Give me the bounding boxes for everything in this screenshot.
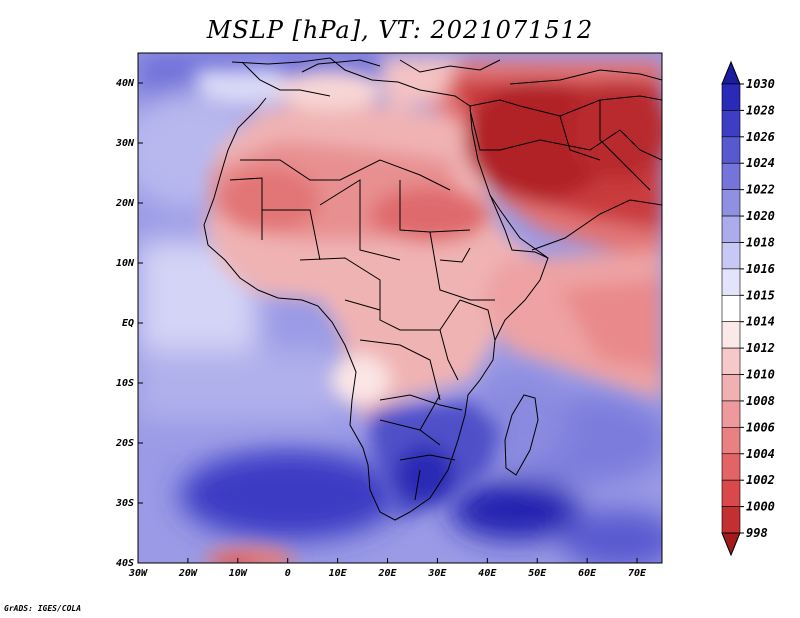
colorbar-swatch xyxy=(721,506,741,534)
lon-tick-label: 30E xyxy=(427,568,447,579)
colorbar-swatch xyxy=(721,242,741,270)
colorbar-label: 1004 xyxy=(746,447,775,461)
longitude-axis: 30W 20W 10W 0 10E 20E 30E 40E 50E 60E 70E xyxy=(128,558,647,579)
colorbar-swatch xyxy=(721,321,741,349)
colorbar-swatch xyxy=(721,374,741,402)
lat-tick-label: EQ xyxy=(122,318,134,329)
colorbar: 998 1000 1002 1004 1006 1008 1010 1012 1014 1015 1… xyxy=(721,60,775,557)
lat-tick-label: 10N xyxy=(116,258,135,269)
colorbar-label: 1008 xyxy=(746,394,775,408)
coastlines xyxy=(203,57,662,521)
colorbar-swatch xyxy=(721,83,741,111)
colorbar-label: 998 xyxy=(746,526,768,540)
colorbar-swatch xyxy=(721,427,741,455)
colorbar-label: 1018 xyxy=(746,235,775,249)
colorbar-label: 1028 xyxy=(746,103,775,117)
lon-tick-label: 10E xyxy=(329,568,348,579)
latitude-axis: 40N 30N 20N 10N EQ 10S 20S 30S 40S xyxy=(115,78,143,569)
lon-tick-label: 60E xyxy=(578,568,597,579)
colorbar-swatch xyxy=(721,215,741,243)
lat-tick-label: 40N xyxy=(116,78,135,89)
colorbar-label: 1000 xyxy=(746,500,775,514)
colorbar-swatch xyxy=(721,294,741,323)
colorbar-swatch xyxy=(721,136,741,164)
colorbar-label: 1014 xyxy=(746,315,775,329)
colorbar-swatch xyxy=(721,268,741,296)
lat-tick-label: 20N xyxy=(115,198,135,209)
lon-tick-label: 10W xyxy=(229,568,248,579)
pressure-field xyxy=(138,53,662,563)
lat-tick-label: 30N xyxy=(115,138,135,149)
colorbar-label: 1030 xyxy=(746,77,775,91)
colorbar-label: 1022 xyxy=(746,183,775,197)
colorbar-label: 1015 xyxy=(746,288,775,302)
colorbar-swatch xyxy=(721,110,741,138)
map-frame xyxy=(137,52,663,564)
colorbar-label: 1002 xyxy=(746,473,775,487)
chart-title: MSLP [hPa], VT: 2021071512 xyxy=(206,16,594,44)
colorbar-swatch xyxy=(721,453,741,481)
colorbar-bottom-arrow xyxy=(721,532,741,557)
colorbar-swatch xyxy=(721,162,741,190)
colorbar-label: 1016 xyxy=(746,262,775,276)
lon-tick-label: 70E xyxy=(628,568,647,579)
colorbar-label: 1020 xyxy=(746,209,775,223)
colorbar-label: 1010 xyxy=(746,368,775,382)
colorbar-label: 1026 xyxy=(746,130,775,144)
lat-tick-label: 20S xyxy=(115,438,134,449)
lon-tick-label: 0 xyxy=(285,568,291,579)
colorbar-label: 1006 xyxy=(746,420,775,434)
lat-tick-label: 40S xyxy=(116,558,134,569)
lat-tick-label: 30S xyxy=(115,498,134,509)
lon-tick-label: 50E xyxy=(528,568,547,579)
lon-tick-label: 20W xyxy=(178,568,198,579)
lon-tick-label: 40E xyxy=(478,568,497,579)
colorbar-swatch xyxy=(721,479,741,507)
colorbar-swatch xyxy=(721,400,741,428)
colorbar-swatch xyxy=(721,347,741,375)
grads-credit: GrADS: IGES/COLA xyxy=(4,604,82,613)
colorbar-swatch xyxy=(721,189,741,217)
lat-tick-label: 10S xyxy=(116,378,134,389)
lon-tick-label: 30W xyxy=(128,568,148,579)
colorbar-label: 1024 xyxy=(746,156,775,170)
colorbar-top-arrow xyxy=(721,60,741,85)
colorbar-label: 1012 xyxy=(746,341,775,355)
lon-tick-label: 20E xyxy=(377,568,397,579)
